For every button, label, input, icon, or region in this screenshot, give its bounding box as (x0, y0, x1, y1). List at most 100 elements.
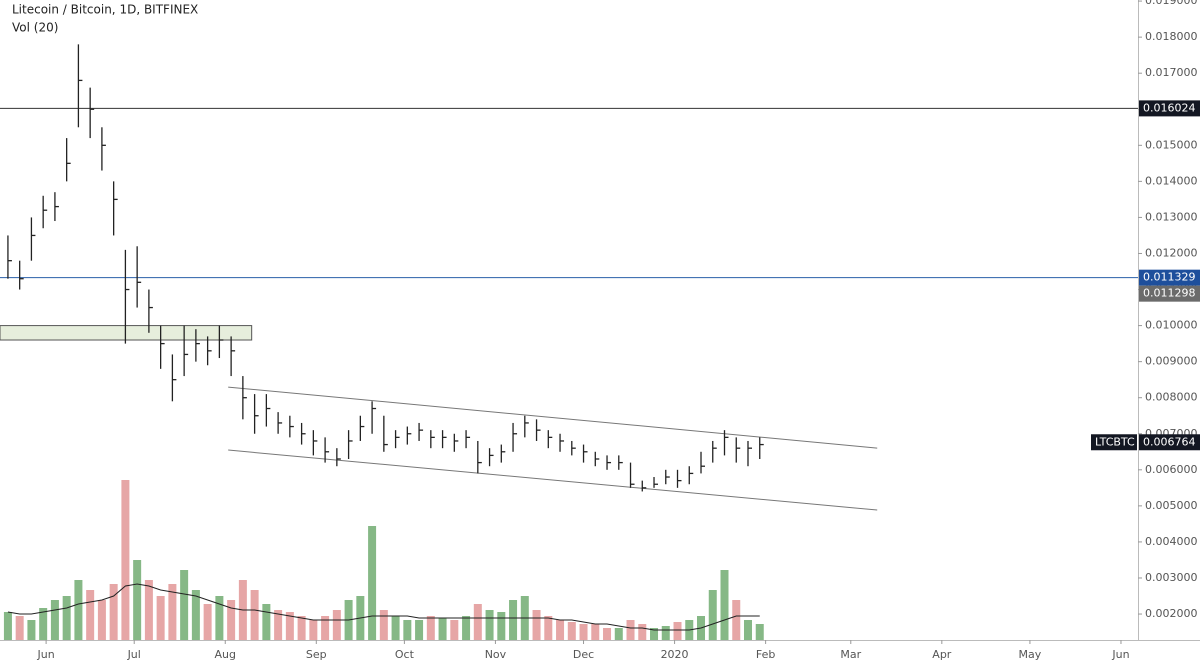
x-tick-label: Dec (573, 648, 594, 661)
volume-bar (732, 600, 741, 640)
price-tag (1139, 269, 1200, 286)
y-tick-label: 0.017000 (1145, 66, 1198, 79)
y-tick-label: 0.008000 (1145, 391, 1198, 404)
volume-bar (438, 618, 447, 640)
x-tick-label: Apr (932, 648, 952, 661)
volume-bar (27, 620, 36, 640)
x-tick-label: Feb (756, 648, 775, 661)
volume-bar (86, 590, 95, 640)
x-tick-label: Mar (840, 648, 861, 661)
volume-bar (743, 620, 752, 640)
symbol-tag-label: LTCBTC (1095, 435, 1135, 448)
volume-bar (262, 604, 271, 640)
x-tick-label: May (1019, 648, 1042, 661)
volume-title: Vol (20) (12, 21, 58, 35)
volume-bar (450, 620, 459, 640)
price-tag-label: 0.011298 (1143, 287, 1196, 300)
price-tag-label: 0.016024 (1143, 101, 1196, 114)
volume-bar (426, 616, 435, 640)
y-tick-label: 0.015000 (1145, 138, 1198, 151)
symbol-tag (1091, 434, 1137, 451)
y-tick-label: 0.005000 (1145, 499, 1198, 512)
y-tick-label: 0.012000 (1145, 246, 1198, 259)
x-tick-label: Jun (1111, 648, 1129, 661)
volume-bar (544, 616, 553, 640)
volume-bar (673, 622, 682, 640)
y-tick-label: 0.002000 (1145, 607, 1198, 620)
volume-bar (215, 596, 224, 640)
chart-title: Litecoin / Bitcoin, 1D, BITFINEX (12, 3, 198, 17)
volume-bar (497, 612, 506, 640)
price-tag-label: 0.011329 (1143, 271, 1196, 284)
volume-bar (579, 624, 588, 640)
x-tick-label: Oct (395, 648, 415, 661)
volume-bar (39, 608, 48, 640)
volume-bar (332, 610, 341, 640)
y-tick-label: 0.018000 (1145, 30, 1198, 43)
x-tick-label: 2020 (661, 648, 689, 661)
y-tick-label: 0.019000 (1145, 0, 1198, 7)
volume-bar (650, 628, 659, 640)
volume-bar (3, 612, 12, 640)
volume-bar (708, 590, 717, 640)
volume-bar (415, 620, 424, 640)
x-tick-label: Jul (127, 648, 141, 661)
volume-bar (720, 570, 729, 640)
price-tag (1139, 285, 1200, 302)
volume-bar (485, 610, 494, 640)
volume-bar (250, 590, 259, 640)
volume-bar (203, 604, 212, 640)
volume-ma (7, 583, 760, 631)
volume-bar (297, 616, 306, 640)
x-tick-label: Nov (485, 648, 507, 661)
volume-bar (309, 620, 318, 640)
volume-bar (755, 624, 764, 640)
volume-bar (50, 600, 59, 640)
volume-bar (168, 584, 177, 640)
volume-bar (403, 620, 412, 640)
volume-bar (62, 596, 71, 640)
volume-bar (591, 624, 600, 640)
y-tick-label: 0.013000 (1145, 210, 1198, 223)
volume-bar (532, 610, 541, 640)
volume-bar (509, 600, 518, 640)
volume-bar (462, 616, 471, 640)
volume-bar (614, 628, 623, 640)
volume-bar (391, 616, 400, 640)
volume-bar (133, 560, 142, 640)
y-tick-label: 0.003000 (1145, 571, 1198, 584)
y-tick-label: 0.006000 (1145, 463, 1198, 476)
volume-bar (97, 600, 106, 640)
volume-bar (661, 626, 670, 640)
price-tag-label: 0.006764 (1143, 435, 1196, 448)
x-tick-label: Aug (215, 648, 236, 661)
volume-bar (121, 480, 130, 640)
y-tick-label: 0.009000 (1145, 355, 1198, 368)
channel-line (228, 386, 878, 449)
volume-bar (321, 616, 330, 640)
volume-bar (74, 580, 83, 640)
volume-bar (285, 612, 294, 640)
price-tag (1139, 100, 1200, 117)
volume-bar (180, 570, 189, 640)
volume-bar (109, 584, 118, 640)
y-tick-label: 0.010000 (1145, 319, 1198, 332)
x-tick-label: Sep (306, 648, 327, 661)
volume-bar (626, 620, 635, 640)
y-tick-label: 0.004000 (1145, 535, 1198, 548)
volume-bar (227, 600, 236, 640)
price-tag (1139, 434, 1200, 451)
x-tick-label: Jun (37, 648, 55, 661)
volume-bar (638, 624, 647, 640)
volume-bar (15, 616, 24, 640)
volume-bar (603, 628, 612, 640)
volume-bar (556, 620, 565, 640)
y-tick-label: 0.014000 (1145, 174, 1198, 187)
volume-bar (191, 590, 200, 640)
volume-bar (156, 596, 165, 640)
volume-bar (274, 610, 283, 640)
volume-bar (473, 604, 482, 640)
volume-bar (144, 580, 153, 640)
volume-bar (567, 622, 576, 640)
